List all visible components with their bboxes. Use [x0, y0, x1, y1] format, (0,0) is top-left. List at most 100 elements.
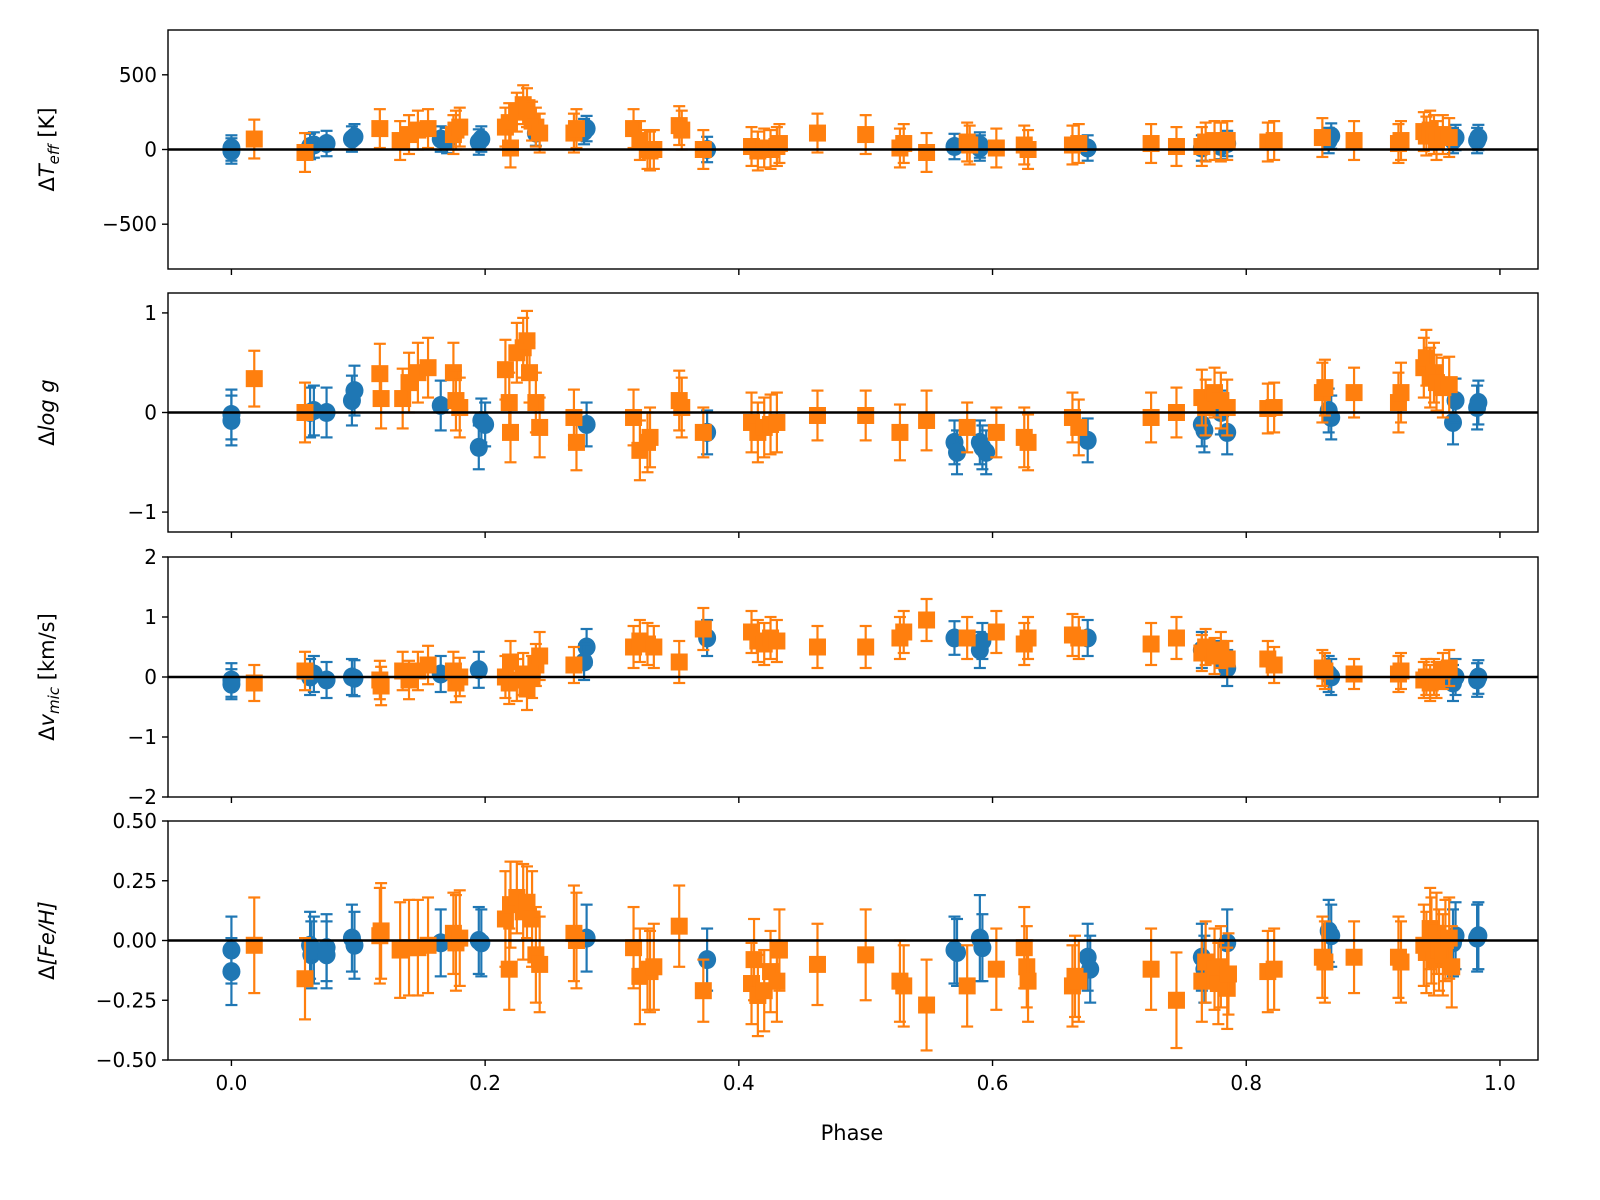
square-data-point: [987, 927, 1005, 1011]
circle-data-point: [1469, 901, 1488, 971]
x-tick-label: 0.8: [1230, 1071, 1262, 1095]
square-data-point: [500, 927, 518, 1011]
square-marker: [371, 120, 389, 138]
square-marker: [1265, 960, 1283, 978]
x-axis-label: Phase: [821, 1121, 884, 1145]
y-axis-label-unit: [K]: [35, 107, 59, 144]
square-data-point: [808, 389, 826, 442]
square-data-point: [372, 367, 390, 430]
square-marker: [296, 970, 314, 988]
square-marker: [372, 677, 390, 695]
square-data-point: [645, 922, 663, 1011]
square-marker: [1440, 376, 1458, 394]
y-tick-label: 500: [119, 63, 157, 87]
square-data-point: [1345, 366, 1363, 419]
y-tick-label: −0.25: [96, 988, 157, 1012]
square-data-point: [1392, 651, 1410, 691]
square-marker: [808, 638, 826, 656]
x-tick-label: 1.0: [1484, 1071, 1516, 1095]
square-data-point: [808, 922, 826, 1007]
square-data-point: [531, 112, 549, 154]
square-data-point: [857, 114, 875, 156]
square-marker: [531, 647, 549, 665]
square-marker: [1218, 132, 1236, 150]
square-marker: [808, 955, 826, 973]
square-data-point: [531, 396, 549, 459]
square-data-point: [694, 606, 712, 652]
square-marker: [1142, 635, 1160, 653]
square-data-point: [419, 108, 437, 150]
y-tick-label: 0: [144, 138, 157, 162]
square-data-point: [987, 127, 1005, 169]
square-marker: [1443, 958, 1461, 976]
x-tick-label: 0.6: [977, 1071, 1009, 1095]
square-data-point: [419, 336, 437, 399]
square-data-point: [895, 609, 913, 655]
square-marker: [958, 629, 976, 647]
square-marker: [496, 361, 514, 379]
y-axis-label-main: T: [35, 162, 59, 177]
square-marker: [1417, 349, 1435, 367]
square-data-point: [1316, 651, 1334, 691]
circle-marker: [222, 674, 241, 694]
square-data-point: [531, 630, 549, 682]
square-data-point: [1142, 621, 1160, 667]
square-marker: [895, 623, 913, 641]
square-marker: [518, 332, 536, 350]
square-data-point: [567, 108, 585, 150]
circle-marker: [973, 631, 992, 651]
square-marker: [918, 411, 936, 429]
square-marker: [918, 996, 936, 1014]
square-marker: [641, 428, 659, 446]
circle-marker: [222, 138, 241, 158]
square-marker: [1392, 953, 1410, 971]
plot-area: [222, 309, 1488, 482]
circle-data-point: [345, 910, 364, 980]
y-tick-label: −2: [128, 785, 157, 809]
square-data-point: [565, 645, 583, 685]
square-data-point: [857, 389, 875, 442]
y-axis-label-prefix: Δ: [35, 726, 59, 741]
square-data-point: [245, 663, 263, 703]
circle-data-point: [222, 394, 241, 447]
square-marker: [1316, 662, 1334, 680]
circle-marker: [222, 962, 241, 982]
square-marker: [670, 653, 688, 671]
square-marker: [1392, 384, 1410, 402]
square-marker: [808, 124, 826, 142]
square-data-point: [918, 131, 936, 174]
y-axis-label: Δ[Fe/H]: [35, 901, 59, 980]
y-axis-label: Δvmic [km/s]: [35, 613, 63, 741]
square-marker: [770, 135, 788, 153]
square-marker: [394, 390, 412, 408]
circle-data-point: [973, 621, 992, 661]
square-marker: [419, 656, 437, 674]
square-data-point: [1219, 932, 1237, 1016]
square-data-point: [1018, 925, 1036, 1009]
square-marker: [1316, 953, 1334, 971]
square-data-point: [673, 109, 691, 151]
circle-data-point: [317, 129, 336, 158]
circle-marker: [977, 442, 996, 462]
square-data-point: [768, 618, 786, 664]
y-axis-label-prefix: Δ: [35, 965, 59, 980]
square-data-point: [419, 896, 437, 995]
square-marker: [531, 955, 549, 973]
y-axis-label-main: log g: [35, 379, 59, 431]
square-data-point: [770, 908, 788, 992]
square-marker: [673, 121, 691, 139]
square-marker: [1019, 972, 1037, 990]
square-marker: [1218, 979, 1236, 997]
square-marker: [694, 982, 712, 1000]
square-marker: [987, 623, 1005, 641]
y-axis-label: ΔTeff [K]: [35, 107, 63, 191]
plot-area: [222, 597, 1488, 712]
y-axis-label-unit: [km/s]: [35, 613, 59, 687]
circle-marker: [472, 933, 491, 953]
circle-data-point: [345, 364, 364, 417]
plot-area: [222, 84, 1488, 174]
panel-delta-feh: 0.50 0.25 0.00 −0.25 −0.50 0.0 0.2 0.4 0.6 0.8 1.0…: [35, 809, 1539, 1095]
square-marker: [531, 124, 549, 142]
square-marker: [296, 143, 314, 161]
square-marker: [670, 917, 688, 935]
